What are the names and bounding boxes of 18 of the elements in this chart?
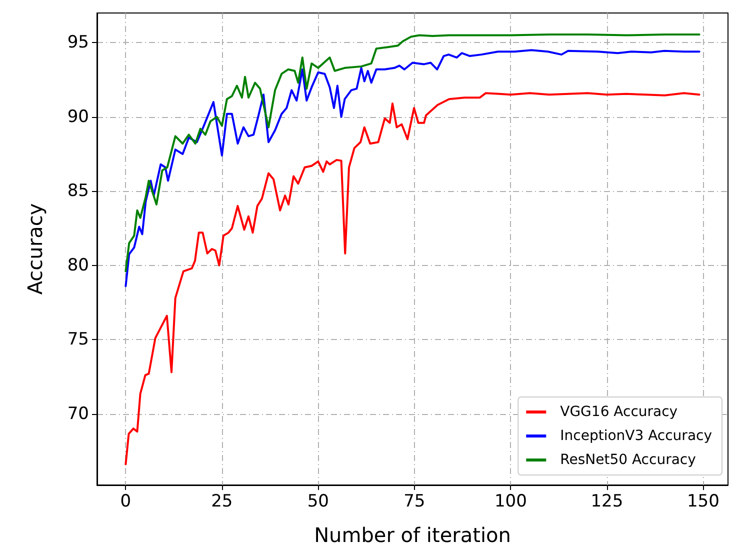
y-tick-label: 85 — [67, 181, 89, 202]
y-tick-label: 70 — [67, 404, 89, 424]
x-tick-label: 50 — [307, 492, 329, 512]
x-tick-label: 125 — [590, 492, 624, 512]
x-tick-label: 75 — [404, 492, 426, 512]
x-tick-label: 100 — [494, 492, 527, 512]
x-tick-label: 0 — [120, 492, 132, 512]
legend-label: InceptionV3 Accuracy — [560, 428, 712, 444]
legend-label: ResNet50 Accuracy — [560, 452, 696, 468]
y-tick-label: 90 — [67, 106, 89, 127]
x-axis-title: Number of iteration — [314, 523, 511, 547]
legend-label: VGG16 Accuracy — [560, 404, 678, 420]
y-axis-title: Accuracy — [23, 203, 47, 295]
y-tick-label: 75 — [67, 330, 89, 350]
y-tick-label: 80 — [67, 255, 89, 276]
x-tick-label: 25 — [211, 492, 233, 512]
y-tick-label: 95 — [67, 32, 89, 53]
x-tick-label: 150 — [686, 492, 720, 512]
